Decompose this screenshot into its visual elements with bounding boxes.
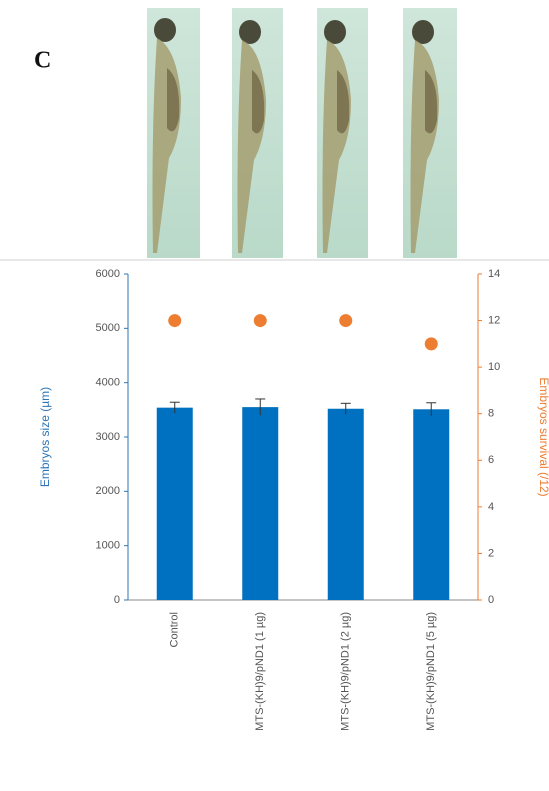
embryo-photo xyxy=(147,8,200,258)
bar xyxy=(327,408,364,600)
point xyxy=(339,314,353,328)
y-tick-label: 3000 xyxy=(96,431,120,443)
y2-tick-label: 4 xyxy=(488,501,494,513)
y-axis-title: Embryos size (µm) xyxy=(38,387,52,487)
y2-tick-label: 0 xyxy=(488,594,494,606)
y-tick-label: 6000 xyxy=(96,268,120,280)
y-tick-label: 4000 xyxy=(96,377,120,389)
y-tick-label: 5000 xyxy=(96,322,120,334)
point xyxy=(253,314,267,328)
bar xyxy=(156,407,193,600)
y-tick-label: 0 xyxy=(114,594,120,606)
x-tick-label: MTS-(KH)9/pND1 (2 µg) xyxy=(340,612,352,731)
y2-tick-label: 10 xyxy=(488,361,500,373)
embryo-photos xyxy=(147,8,457,258)
y2-tick-label: 14 xyxy=(488,268,500,280)
y2-tick-label: 12 xyxy=(488,314,500,326)
embryo-photo xyxy=(232,8,283,258)
y2-tick-label: 2 xyxy=(488,547,494,559)
x-tick-label: Control xyxy=(169,612,181,647)
x-tick-label: MTS-(KH)9/pND1 (1 µg) xyxy=(254,612,266,731)
x-tick-label: MTS-(KH)9/pND1 (5 µg) xyxy=(425,612,437,731)
y2-tick-label: 8 xyxy=(488,408,494,420)
bar xyxy=(242,407,279,600)
panel-label: C xyxy=(34,48,51,74)
y-tick-label: 2000 xyxy=(96,485,120,497)
embryo-photo xyxy=(317,8,368,258)
y2-tick-label: 6 xyxy=(488,454,494,466)
point xyxy=(168,314,182,328)
bar xyxy=(413,409,450,600)
y-tick-label: 1000 xyxy=(96,540,120,552)
y2-axis-title: Embryos survival (/12) xyxy=(537,377,549,496)
embryo-photo xyxy=(403,8,457,258)
point xyxy=(424,337,438,351)
